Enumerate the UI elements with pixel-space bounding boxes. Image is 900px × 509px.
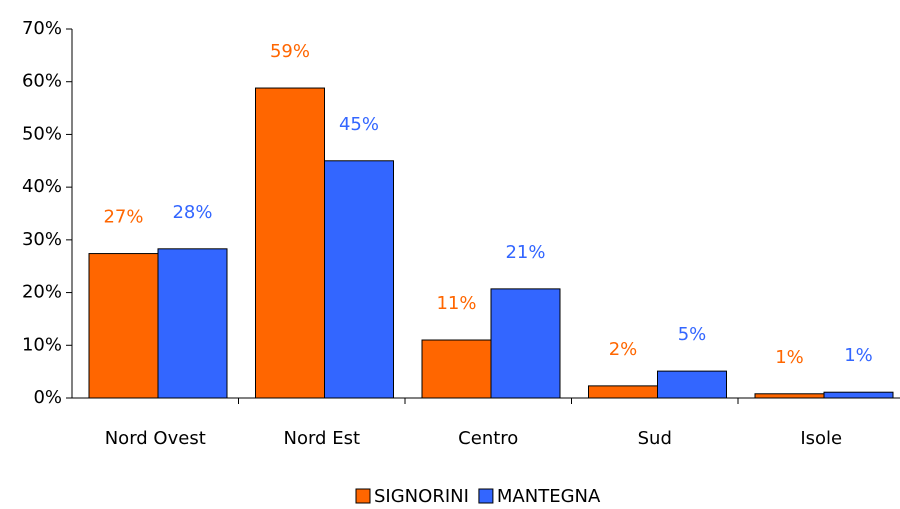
legend-swatch (478, 488, 494, 504)
bar (324, 160, 394, 399)
bar (657, 370, 727, 399)
x-tick-label: Isole (800, 428, 842, 449)
bar (490, 288, 561, 399)
value-label: 5% (678, 324, 707, 345)
value-label: 1% (775, 347, 804, 368)
x-tick-label: Sud (638, 428, 672, 449)
value-label: 45% (339, 114, 379, 135)
value-label: 2% (609, 339, 638, 360)
value-label: 59% (270, 41, 310, 62)
bar (421, 339, 492, 399)
bar (754, 393, 825, 399)
x-tick-label: Nord Ovest (105, 428, 206, 449)
y-tick-label: 40% (22, 176, 62, 197)
value-label: 21% (505, 242, 545, 263)
bar (157, 248, 228, 399)
legend-label: SIGNORINI (374, 486, 469, 507)
y-tick-label: 20% (22, 282, 62, 303)
value-label: 11% (436, 293, 476, 314)
bar (88, 253, 159, 399)
legend-swatch (355, 488, 371, 504)
y-tick-label: 70% (22, 18, 62, 39)
bar (823, 391, 894, 399)
value-label: 1% (844, 345, 873, 366)
y-tick-label: 60% (22, 71, 62, 92)
y-tick-label: 50% (22, 123, 62, 144)
bar (588, 385, 658, 399)
bar (255, 87, 325, 399)
y-tick-label: 10% (22, 334, 62, 355)
legend-label: MANTEGNA (497, 486, 601, 507)
y-tick-label: 30% (22, 229, 62, 250)
value-label: 27% (103, 207, 143, 228)
y-tick-label: 0% (33, 387, 62, 408)
x-tick-label: Centro (458, 428, 518, 449)
value-label: 28% (172, 202, 212, 223)
x-tick-label: Nord Est (283, 428, 360, 449)
